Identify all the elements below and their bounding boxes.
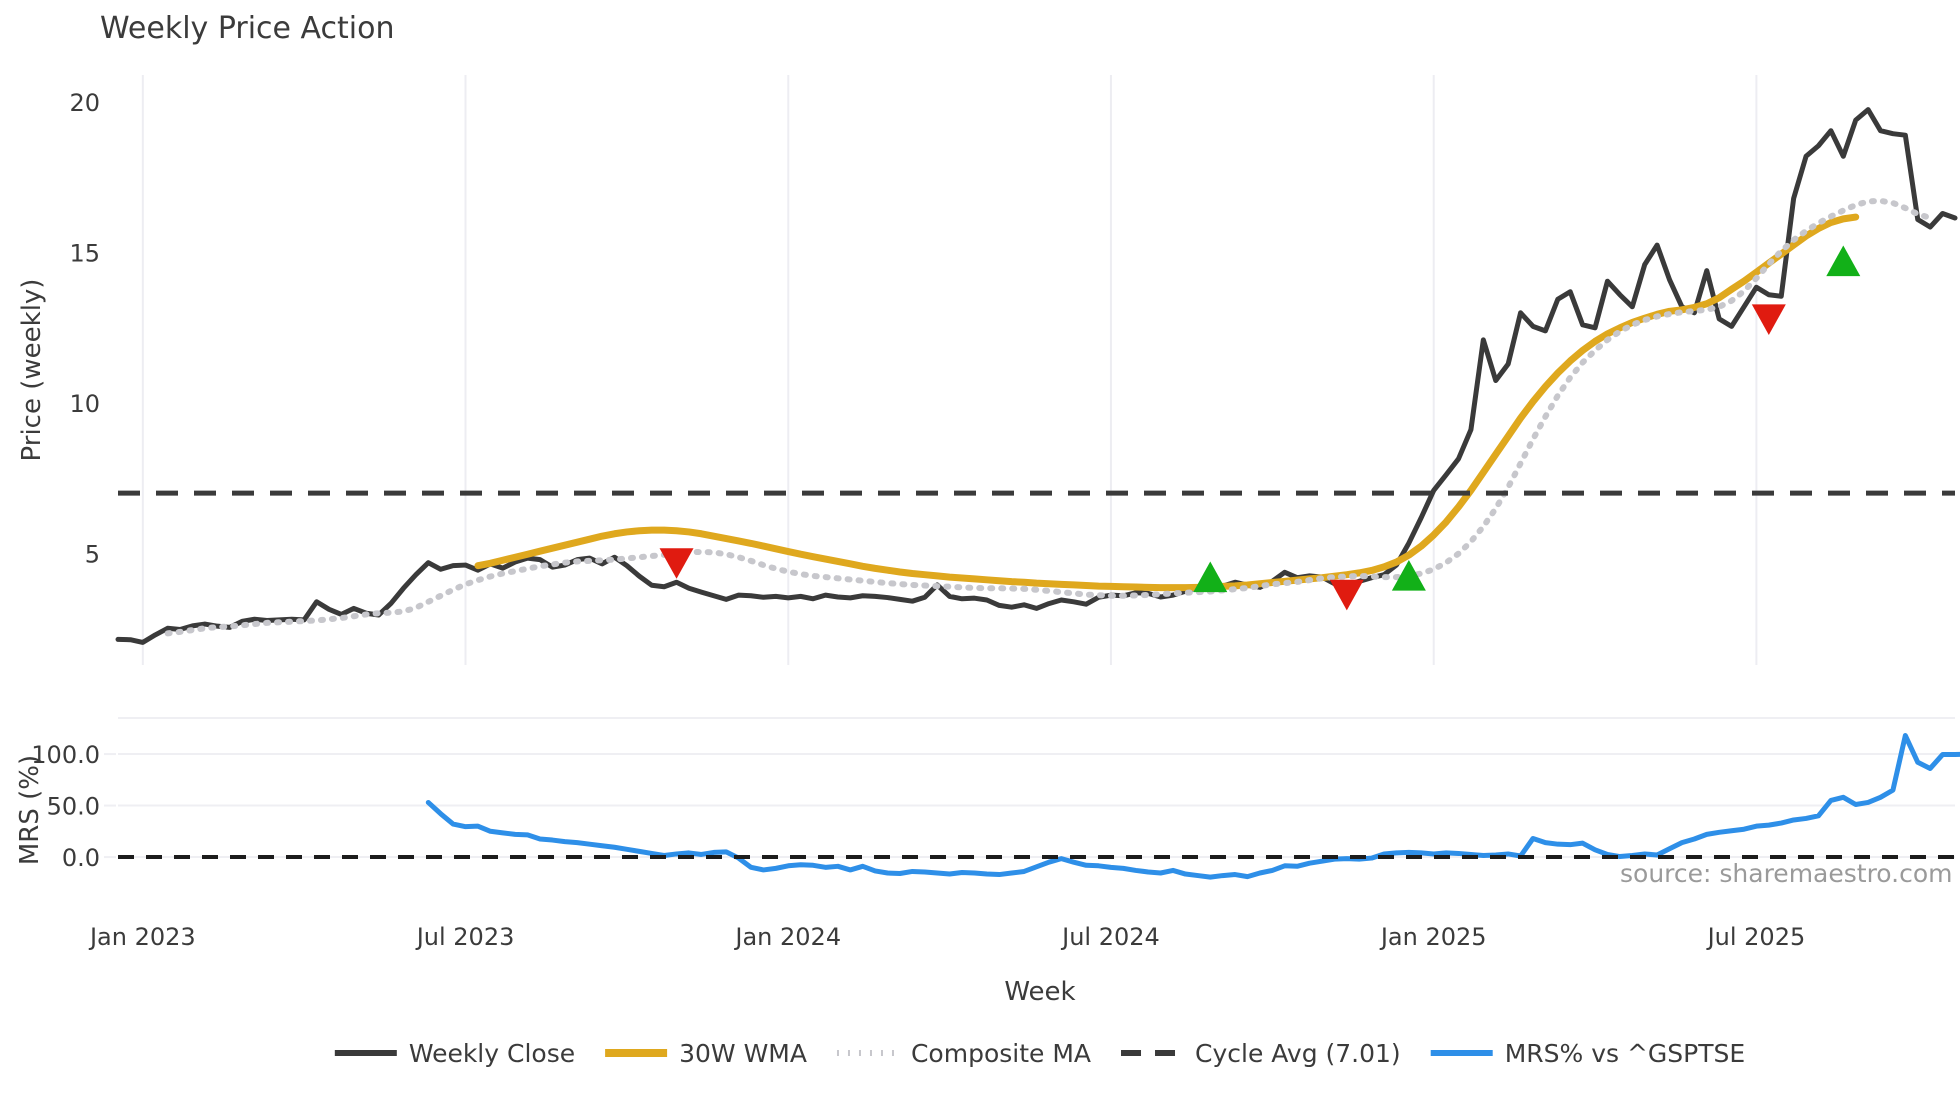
mrs-panel-gridlines — [118, 717, 1955, 859]
sell-signal-marker[interactable] — [659, 548, 694, 579]
price-y-axis-ticks: 5 10 15 20 — [69, 89, 100, 569]
price-ytick-10: 10 — [69, 390, 100, 418]
page-title: Weekly Price Action — [100, 11, 395, 46]
legend-label-4: MRS% vs ^GSPTSE — [1505, 1039, 1745, 1068]
legend-item-weekly-close[interactable]: Weekly Close — [334, 1039, 575, 1068]
price-axis-label: Price (weekly) — [17, 279, 47, 462]
legend-label-0: Weekly Close — [409, 1039, 575, 1068]
buy-signal-marker[interactable] — [1193, 561, 1228, 593]
price-ytick-20: 20 — [69, 89, 100, 117]
x-axis-ticks: Jan 2023 Jul 2023 Jan 2024 Jul 2024 Jan 2025… — [88, 923, 1805, 951]
buy-signal-marker[interactable] — [1826, 245, 1861, 277]
legend-label-2: Composite MA — [911, 1039, 1091, 1068]
sell-signal-marker[interactable] — [1329, 579, 1364, 611]
buy-signal-marker[interactable] — [1391, 560, 1426, 591]
legend-label-1: 30W WMA — [679, 1039, 807, 1068]
xtick-jul-2024: Jul 2024 — [1060, 923, 1160, 951]
legend-label-3: Cycle Avg (7.01) — [1195, 1039, 1401, 1068]
xtick-jul-2025: Jul 2025 — [1706, 923, 1806, 951]
xtick-jan-2025: Jan 2025 — [1379, 923, 1487, 951]
mrs-ytick-0.0: 0.0 — [62, 844, 100, 872]
source-watermark: source: sharemaestro.com — [1620, 859, 1953, 888]
price-panel-gridlines — [141, 75, 1758, 665]
price-ytick-15: 15 — [69, 240, 100, 268]
x-axis-label: Week — [1004, 977, 1075, 1007]
legend-item-composite-ma[interactable]: Composite MA — [836, 1039, 1091, 1068]
legend-item-cycle-avg-7-01[interactable]: Cycle Avg (7.01) — [1121, 1039, 1401, 1068]
mrs-ytick-50.0: 50.0 — [47, 793, 100, 821]
legend-item-30w-wma[interactable]: 30W WMA — [605, 1039, 807, 1068]
price-ytick-5: 5 — [85, 541, 100, 569]
series-mrs-pct — [425, 733, 1960, 880]
series-weekly-close — [115, 107, 1958, 645]
series-composite-ma — [164, 197, 1934, 637]
xtick-jan-2024: Jan 2024 — [733, 923, 841, 951]
xtick-jul-2023: Jul 2023 — [415, 923, 515, 951]
signal-markers-layer — [659, 245, 1861, 611]
mrs-y-axis-ticks: 0.0 50.0 100.0 — [31, 741, 116, 872]
mrs-ytick-100.0: 100.0 — [31, 741, 100, 769]
mrs-axis-label: MRS (%) — [15, 755, 45, 865]
chart-legend[interactable]: Weekly Close 30W WMA Composite MA Cycle Avg… — [334, 1039, 1745, 1068]
legend-item-mrs-vs-gsptse[interactable]: MRS% vs ^GSPTSE — [1430, 1039, 1745, 1068]
data-series-layer — [115, 107, 1960, 880]
sell-signal-marker[interactable] — [1751, 304, 1786, 335]
xtick-jan-2023: Jan 2023 — [88, 923, 196, 951]
